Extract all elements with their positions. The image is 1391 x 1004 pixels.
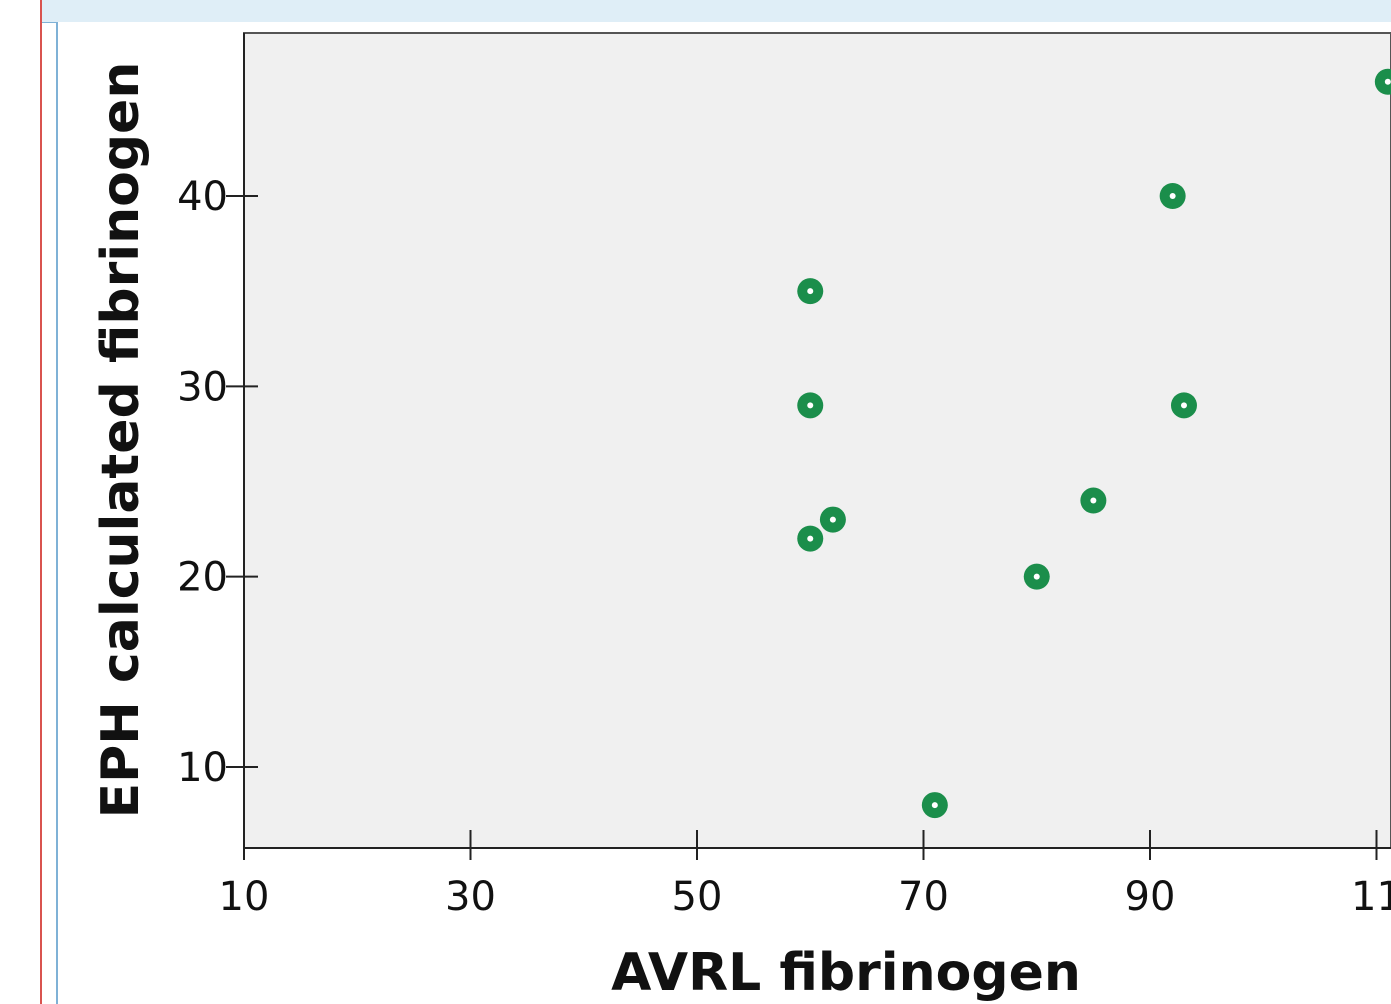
data-point [1159, 183, 1186, 209]
data-point-center [1180, 402, 1187, 409]
data-point [797, 392, 824, 419]
data-point-center [1090, 497, 1097, 504]
data-point [1023, 563, 1050, 590]
data-point [921, 792, 948, 819]
data-point-center [931, 802, 938, 809]
y-tick-label: 10 [177, 745, 228, 791]
data-point [1170, 392, 1197, 419]
plot-area [243, 32, 1391, 849]
y-tick-label: 30 [177, 364, 228, 410]
data-point-center [1169, 193, 1176, 199]
y-tick-label: 40 [177, 174, 228, 220]
data-point [797, 525, 824, 552]
y-tick-label: 20 [177, 555, 228, 601]
data-point-center [1033, 573, 1040, 580]
data-point-center [829, 516, 836, 523]
x-tick-label: 30 [445, 874, 496, 920]
data-point-center [807, 288, 814, 295]
data-point-center [807, 535, 814, 542]
x-axis-title: AVRL fibrinogen [611, 943, 1081, 1003]
data-point [1374, 68, 1391, 95]
data-point [819, 506, 846, 533]
x-tick-label: 11 [1351, 874, 1391, 920]
x-tick-label: 10 [219, 874, 270, 920]
x-tick-label: 90 [1125, 874, 1176, 920]
data-point [797, 278, 824, 305]
x-tick-label: 70 [898, 874, 949, 920]
data-point-center [1384, 78, 1391, 85]
window-left-border [40, 0, 42, 1004]
y-axis-title: EPH calculated fibrinogen [91, 62, 151, 819]
data-point-center [807, 402, 814, 409]
data-point-marker [1374, 68, 1391, 95]
x-tick-label: 50 [672, 874, 723, 920]
data-point [1080, 487, 1107, 514]
